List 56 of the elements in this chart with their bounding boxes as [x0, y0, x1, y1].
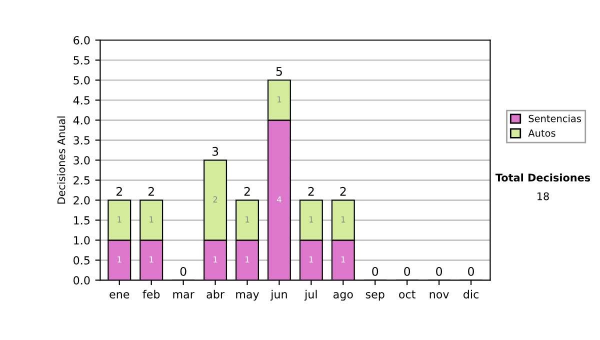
y-axis-title: Decisiones Anual — [57, 116, 66, 204]
data-label: 1 — [341, 256, 346, 262]
data-label: 1 — [277, 96, 282, 102]
x-tick-label: may — [236, 292, 260, 301]
legend-label: Sentencias — [528, 114, 582, 122]
y-tick-label: 2.5 — [74, 176, 90, 185]
y-tick-label: 0.5 — [74, 256, 90, 265]
x-tick-label: sep — [366, 292, 384, 301]
total-label: 2 — [308, 186, 314, 196]
data-label: 1 — [118, 216, 122, 222]
total-label: 2 — [116, 186, 122, 196]
x-tick-label: ene — [110, 292, 130, 298]
x-tick-label: nov — [430, 292, 449, 298]
y-tick-label: 4.0 — [73, 116, 90, 125]
data-label: 4 — [276, 196, 282, 202]
y-tick-label: 5.5 — [74, 56, 90, 65]
x-tick-label: jun — [270, 290, 287, 301]
x-tick-label: feb — [142, 290, 160, 298]
total-label: 2 — [148, 186, 154, 196]
x-tick-label: oct — [399, 290, 416, 298]
data-label: 2 — [213, 196, 218, 202]
total-label: 0 — [436, 266, 442, 276]
y-tick-label: 3.5 — [74, 136, 90, 145]
x-tick-label: ago — [333, 292, 353, 301]
y-tick-label: 2.0 — [74, 196, 90, 205]
y-tick-label: 1.5 — [74, 216, 90, 225]
data-label: 1 — [341, 216, 346, 222]
total-label: 0 — [404, 266, 410, 276]
total-label: 5 — [276, 67, 282, 76]
total-label: 3 — [212, 146, 218, 156]
x-tick-label: abr — [206, 290, 224, 298]
data-label: 1 — [150, 216, 154, 222]
total-label: 0 — [468, 266, 474, 276]
x-tick-label: mar — [173, 292, 194, 298]
y-tick-label: 0.0 — [74, 276, 90, 285]
data-label: 1 — [214, 256, 218, 262]
data-label: 1 — [246, 256, 250, 262]
total-label: 0 — [180, 266, 186, 276]
total-label: 2 — [244, 186, 250, 196]
x-tick-label: dic — [464, 290, 478, 298]
text: 18 — [538, 192, 549, 200]
y-tick-label: 1.0 — [74, 236, 90, 245]
y-tick-label: 5.0 — [74, 76, 90, 85]
y-tick-label: 6.0 — [74, 36, 90, 44]
data-label: 1 — [246, 216, 250, 222]
legend-label: Autos — [528, 130, 556, 137]
text: Total Decisiones — [495, 173, 590, 182]
total-label: 0 — [372, 266, 378, 276]
y-tick-label: 4.5 — [73, 96, 90, 105]
data-label: 1 — [150, 256, 154, 262]
data-label: 1 — [309, 216, 314, 222]
y-tick-label: 3.0 — [74, 156, 90, 165]
data-label: 1 — [118, 256, 122, 262]
data-label: 1 — [309, 256, 314, 262]
total-label: 2 — [340, 186, 346, 196]
x-tick-label: jul — [304, 290, 317, 301]
